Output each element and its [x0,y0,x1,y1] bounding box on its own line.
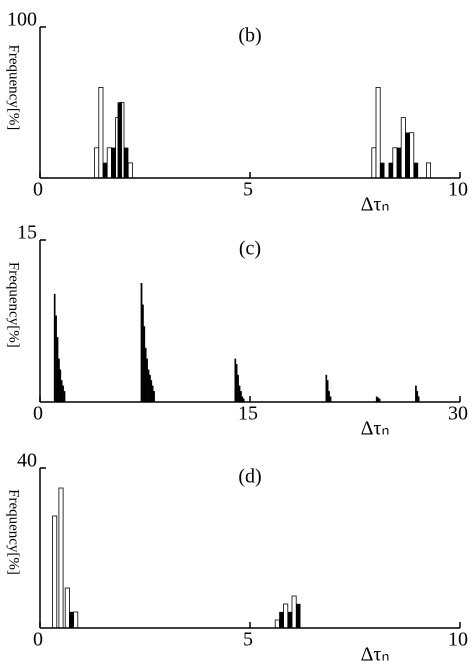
x-tick-label: 0 [33,629,43,651]
bar [140,283,143,403]
bar [58,358,60,403]
bar [328,391,330,403]
bar [237,374,239,403]
bar [52,515,58,629]
bar [55,315,57,403]
y-axis-label: Frequency[%] [6,45,22,131]
bar [235,364,238,403]
bar [149,374,151,403]
bar [151,385,154,403]
bar [56,337,59,403]
bar [143,326,146,403]
panel-title: (c) [239,238,261,260]
bar [94,147,100,179]
bar [150,380,153,403]
bar [380,162,385,179]
bar [409,132,415,179]
bar [147,369,150,403]
x-axis-label: Δτₙ [361,194,390,216]
bar [415,385,417,403]
bar [291,595,297,629]
bar [234,358,237,403]
bar [102,162,108,179]
bar [117,102,123,179]
x-tick-label: 0 [33,179,43,201]
bar [274,619,280,629]
x-tick-label: 0 [33,403,43,425]
panel-title: (b) [238,25,261,47]
x-tick-label: 30 [448,403,468,425]
bar [98,87,104,179]
bar [59,369,62,403]
bar [400,117,406,179]
bar [144,347,147,403]
x-axis-label: Δτₙ [361,644,390,666]
bar [60,380,63,403]
bar [106,147,112,179]
bar [238,385,241,403]
bar [53,293,56,403]
bar [329,396,332,403]
bar [375,87,381,179]
y-tick-label: 100 [7,9,37,31]
bar [73,611,79,629]
bar [279,611,284,629]
bar [417,396,420,403]
bar [64,587,70,629]
bar [413,162,419,179]
bar [392,147,398,179]
bar [111,147,116,179]
x-tick-label: 5 [243,629,253,651]
y-tick-label: 15 [17,222,37,244]
bar [283,603,289,629]
x-tick-label: 10 [448,179,468,201]
bar [375,396,378,403]
x-tick-label: 5 [243,179,253,201]
bar [63,391,66,403]
bar [396,147,402,179]
bar [325,374,328,403]
bar [142,304,144,403]
bar [287,611,293,629]
bar [62,385,64,403]
bar [123,147,129,179]
bar [296,603,301,629]
bar [146,358,148,403]
y-tick-label: 40 [17,450,37,472]
bar [241,396,244,403]
bar [371,147,377,179]
panel-title: (d) [238,466,261,488]
bar [153,391,155,403]
bar [127,162,133,179]
bar [240,391,242,403]
y-axis-label: Frequency[%] [6,262,22,348]
x-tick-label: 15 [238,403,258,425]
bar [425,162,431,179]
bar [405,132,410,179]
bar [326,380,329,403]
x-tick-label: 10 [448,629,468,651]
x-axis-label: Δτₙ [361,418,390,440]
bar [69,611,74,629]
bar [416,391,419,403]
bar [58,487,64,629]
y-axis-label: Frequency[%] [6,489,22,575]
bar [388,162,393,179]
